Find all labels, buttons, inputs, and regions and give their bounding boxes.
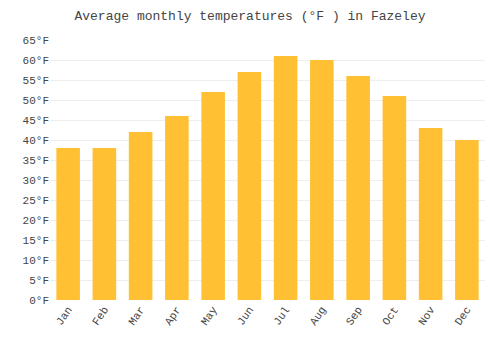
svg-text:5°F: 5°F [29,275,49,287]
svg-text:35°F: 35°F [23,155,49,167]
svg-text:May: May [199,304,220,327]
svg-text:Oct: Oct [380,304,401,327]
svg-text:Sep: Sep [344,304,365,327]
svg-text:40°F: 40°F [23,135,49,147]
svg-text:25°F: 25°F [23,195,49,207]
svg-text:20°F: 20°F [23,215,49,227]
svg-text:50°F: 50°F [23,95,49,107]
svg-text:Average monthly temperatures (: Average monthly temperatures (°F ) in Fa… [74,9,425,24]
svg-text:10°F: 10°F [23,255,49,267]
svg-text:Dec: Dec [453,304,474,327]
svg-text:30°F: 30°F [23,175,49,187]
svg-text:Apr: Apr [163,304,184,327]
svg-text:0°F: 0°F [29,295,49,307]
svg-text:65°F: 65°F [23,35,49,47]
svg-text:60°F: 60°F [23,55,49,67]
svg-text:Mar: Mar [126,304,147,327]
svg-text:Jul: Jul [271,304,292,327]
svg-text:45°F: 45°F [23,115,49,127]
svg-text:Jan: Jan [54,304,75,327]
svg-text:15°F: 15°F [23,235,49,247]
svg-text:Nov: Nov [416,304,437,327]
svg-text:Feb: Feb [90,304,111,327]
svg-text:Aug: Aug [308,304,329,327]
svg-text:55°F: 55°F [23,75,49,87]
svg-text:Jun: Jun [235,304,256,327]
